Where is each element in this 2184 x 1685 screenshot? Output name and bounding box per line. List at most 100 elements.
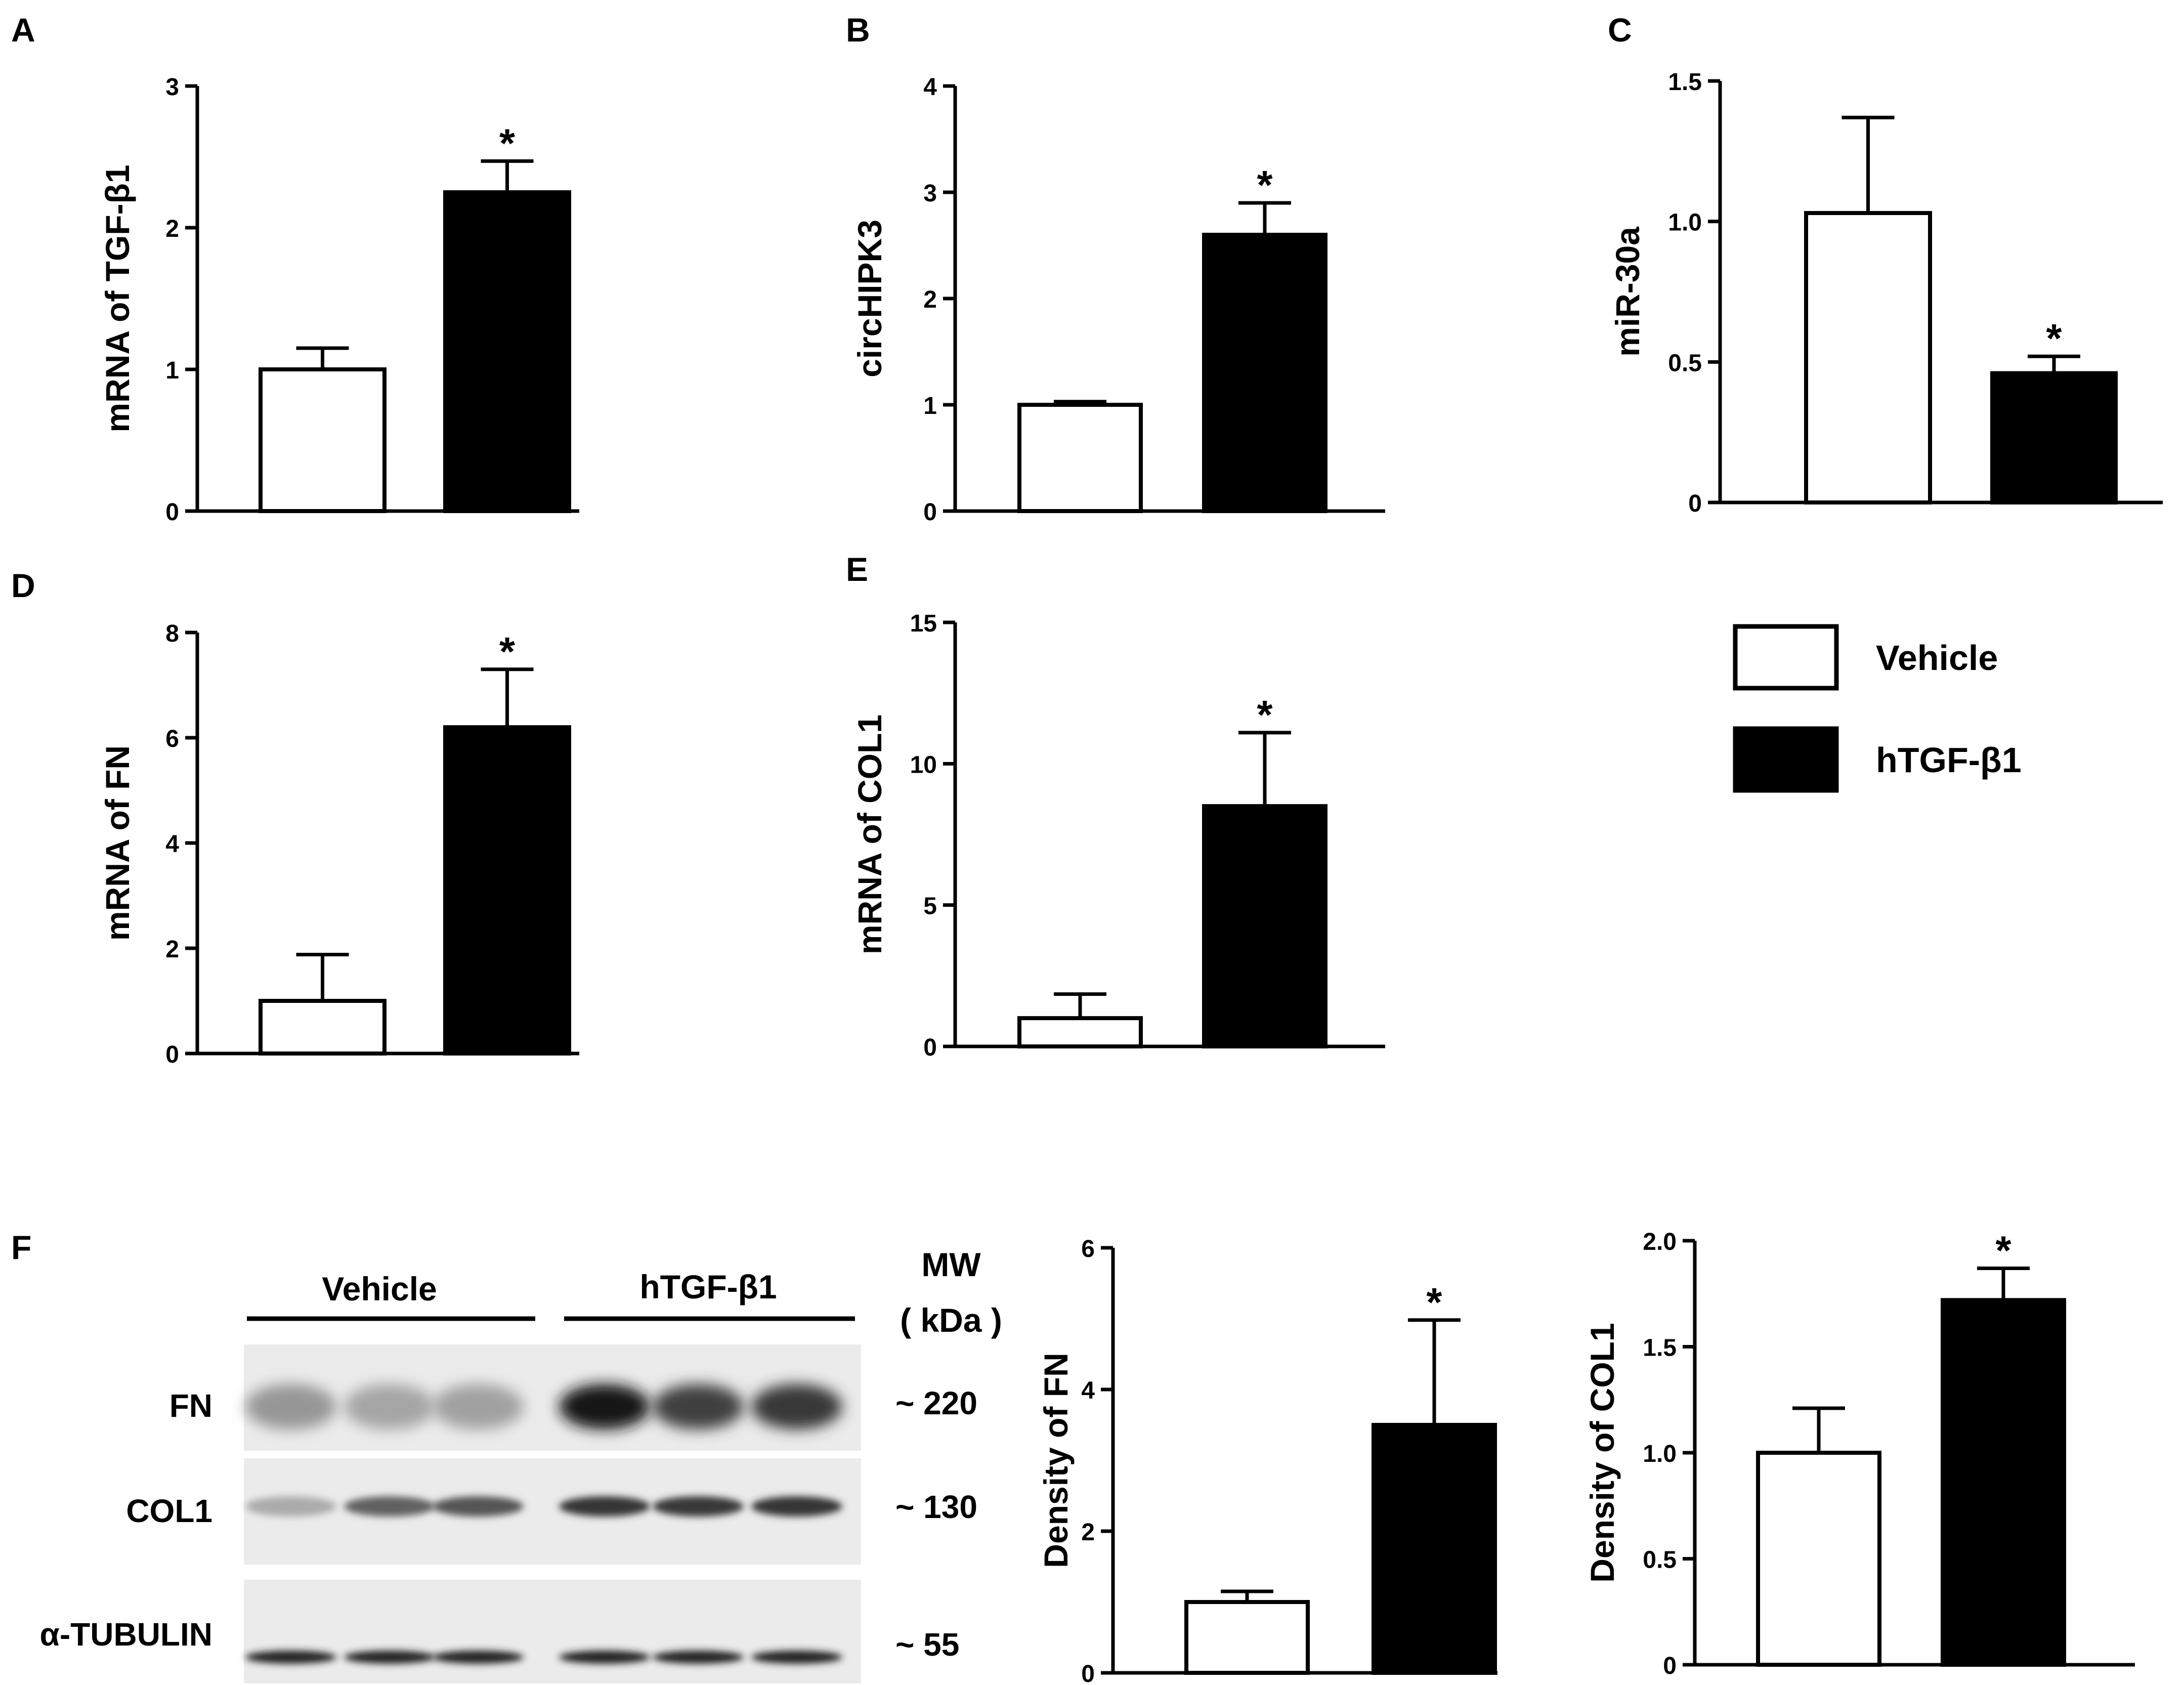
legend-label-vehicle: Vehicle [1876, 638, 1998, 678]
blot-row-label: α-TUBULIN [40, 1616, 213, 1653]
y-tick-label: 4 [165, 831, 179, 858]
blot-band [245, 1651, 336, 1664]
bar-htgfb1 [1202, 804, 1327, 1048]
chart-col1-mrna: 0 5 10 15 mRNA of COL1 * [851, 610, 1385, 1061]
y-tick-label: 0 [165, 1041, 179, 1068]
y-axis-label: mRNA of FN [99, 745, 136, 941]
significance-marker: * [499, 120, 516, 165]
panel-label-f: F [11, 1229, 31, 1266]
chart-col1-density: 0 0.5 1.0 1.5 2.0 Density of COL1 * [1583, 1228, 2135, 1679]
y-tick-label: 3 [923, 180, 937, 207]
y-tick-label: 2 [165, 216, 179, 242]
panel-label-e: E [846, 551, 868, 588]
y-tick-label: 0.5 [1668, 350, 1702, 376]
legend-swatch-htgfb1 [1733, 726, 1839, 793]
blot-band [559, 1651, 650, 1664]
y-tick-label: 2 [165, 936, 179, 963]
bar-vehicle [1017, 403, 1143, 513]
y-tick-label: 1.5 [1643, 1335, 1677, 1362]
significance-marker: * [1257, 692, 1273, 737]
y-tick-label: 0 [923, 499, 937, 526]
y-tick-label: 10 [910, 751, 937, 778]
blot-row-col1: COL1 ~ 130 [126, 1458, 977, 1565]
panel-label-d: D [11, 567, 35, 604]
y-tick-label: 0 [1663, 1653, 1677, 1679]
bar-htgfb1 [1202, 233, 1327, 513]
y-axis-label: Density of FN [1037, 1353, 1075, 1568]
blot-band [433, 1384, 524, 1429]
y-tick-label: 1.0 [1668, 209, 1702, 236]
bar-vehicle [1756, 1451, 1881, 1667]
blot-row-α-tubulin: α-TUBULIN ~ 55 [40, 1580, 959, 1683]
y-tick-label: 3 [165, 74, 179, 101]
blot-band [245, 1384, 336, 1429]
y-tick-label: 0 [923, 1034, 937, 1061]
bar-vehicle [1184, 1600, 1310, 1675]
blot-band [751, 1496, 842, 1516]
blot-band [653, 1651, 744, 1664]
blot-mw-label: ~ 130 [895, 1489, 977, 1525]
blot-membrane [244, 1580, 861, 1683]
y-tick-label: 2 [923, 286, 937, 313]
y-tick-label: 5 [923, 893, 937, 920]
blot-band [433, 1496, 524, 1516]
blot-row-label: COL1 [126, 1493, 212, 1529]
blot-group-label-vehicle: Vehicle [322, 1270, 437, 1308]
bar-htgfb1 [1372, 1423, 1497, 1675]
blot-band [245, 1496, 336, 1516]
chart-tgfb1-mrna: 0 1 2 3 mRNA of TGF-β1 * [99, 74, 579, 526]
chart-circhipk3: 0 1 2 3 4 circHIPK3 * [851, 74, 1385, 526]
panel-label-a: A [11, 11, 35, 49]
y-tick-label: 6 [165, 726, 179, 752]
y-tick-label: 2.0 [1643, 1229, 1677, 1255]
y-tick-label: 6 [1081, 1236, 1095, 1262]
y-tick-label: 2 [1081, 1519, 1095, 1546]
y-tick-label: 0.5 [1643, 1547, 1677, 1574]
chart-fn-mrna: 0 2 4 6 8 mRNA of FN * [99, 620, 579, 1068]
bar-htgfb1 [1941, 1298, 2066, 1667]
blot-band [653, 1384, 744, 1429]
chart-fn-density: 0 2 4 6 Density of FN * [1037, 1236, 1497, 1685]
bar-vehicle [1017, 1016, 1143, 1048]
blot-mw-label: ~ 220 [895, 1385, 977, 1421]
western-blot: Vehicle hTGF-β1 MW ( kDa ) FN ~ 220 COL1 ~ … [40, 1246, 1002, 1683]
y-axis-label: miR-30a [1609, 226, 1646, 357]
blot-band [344, 1384, 435, 1429]
blot-band [653, 1496, 744, 1516]
blot-band [433, 1651, 524, 1664]
legend-label-htgfb1: hTGF-β1 [1876, 740, 2022, 780]
y-tick-label: 0 [165, 499, 179, 526]
y-axis-label: circHIPK3 [851, 220, 888, 377]
blot-band [751, 1651, 842, 1664]
blot-band [344, 1496, 435, 1516]
blot-band [344, 1651, 435, 1664]
bar-vehicle [1804, 211, 1932, 504]
bar-htgfb1 [443, 190, 571, 513]
panel-label-c: C [1608, 11, 1632, 49]
mw-header-line1: MW [921, 1246, 981, 1283]
y-tick-label: 0 [1688, 490, 1702, 517]
y-axis-label: mRNA of TGF-β1 [99, 164, 136, 432]
y-tick-label: 8 [165, 620, 179, 647]
significance-marker: * [1995, 1228, 2011, 1273]
y-tick-label: 1.0 [1643, 1441, 1677, 1467]
mw-header-line2: ( kDa ) [900, 1301, 1002, 1339]
legend-swatch-vehicle [1733, 624, 1839, 691]
panel-label-b: B [846, 11, 870, 49]
blot-band [751, 1384, 842, 1429]
blot-band [559, 1496, 650, 1516]
blot-mw-label: ~ 55 [895, 1626, 959, 1663]
y-axis-label: mRNA of COL1 [851, 714, 888, 954]
y-tick-label: 1 [923, 393, 937, 419]
blot-row-fn: FN ~ 220 [169, 1344, 977, 1451]
blot-group-label-htgfb1: hTGF-β1 [639, 1268, 777, 1305]
legend: Vehicle hTGF-β1 [1733, 624, 2022, 793]
significance-marker: * [2046, 316, 2062, 361]
significance-marker: * [1426, 1280, 1442, 1325]
y-axis-label: Density of COL1 [1583, 1323, 1621, 1582]
y-tick-label: 1.5 [1668, 69, 1702, 96]
blot-band [559, 1384, 650, 1429]
y-tick-label: 4 [923, 74, 937, 101]
bar-htgfb1 [443, 725, 571, 1056]
